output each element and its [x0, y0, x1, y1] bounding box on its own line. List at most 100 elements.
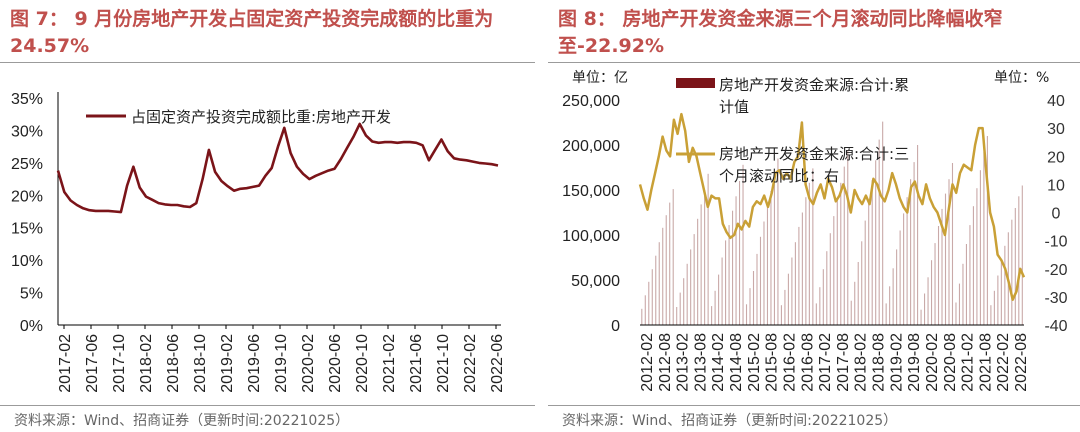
right-legend-bar-label-line2: 计值	[719, 98, 749, 116]
bar	[644, 295, 646, 325]
left-chart-panel: 图 7： 9 月份房地产开发占固定资产投资完成额的比重为 24.57% 0% 5%…	[0, 0, 535, 432]
right-right-y-tick-label: -20	[1044, 262, 1067, 279]
bar	[745, 304, 748, 325]
bar	[990, 305, 992, 325]
bar	[843, 166, 845, 325]
bar	[658, 242, 660, 325]
bar	[766, 207, 769, 325]
left-y-tick-label: 10%	[11, 253, 43, 270]
bar	[972, 206, 974, 325]
right-x-tick-label: 2013-08	[692, 333, 709, 392]
bar	[770, 190, 772, 325]
left-y-tick-label: 0%	[20, 318, 43, 335]
left-x-tick-label: 2020-06	[327, 334, 344, 393]
bar	[805, 197, 807, 325]
bar	[669, 202, 671, 325]
left-chart-svg: 0% 5% 10% 15% 20% 25% 30% 35% 2017-02 2017-06 201…	[11, 91, 506, 393]
right-x-tick-label: 2022-02	[995, 333, 1012, 392]
left-x-tick-label: 2017-06	[84, 334, 101, 393]
bar	[927, 277, 929, 325]
bar	[679, 292, 681, 325]
bar	[718, 274, 720, 325]
right-right-y-tick-label: 0	[1052, 206, 1061, 223]
right-x-tick-label: 2018-08	[871, 333, 888, 392]
left-x-tick-label: 2017-02	[57, 334, 74, 393]
bar	[951, 163, 954, 325]
bar	[693, 234, 695, 325]
bar	[676, 307, 678, 325]
right-right-y-tick-label: -30	[1044, 290, 1067, 307]
right-left-y-tick-label: 200,000	[562, 138, 620, 155]
bar	[1011, 219, 1013, 325]
bar	[937, 226, 940, 325]
left-series-line	[56, 122, 499, 214]
left-x-tick-label: 2019-10	[273, 334, 290, 393]
left-y-tick-label: 5%	[20, 286, 43, 303]
left-x-tick-label: 2018-06	[165, 334, 182, 393]
bar	[983, 152, 985, 325]
bar	[707, 173, 709, 325]
bar	[917, 145, 919, 325]
bar	[756, 253, 758, 325]
right-bottom-rule	[548, 405, 1080, 406]
bar	[791, 257, 793, 325]
bar	[997, 275, 999, 325]
bar	[773, 175, 775, 325]
bar	[819, 287, 821, 325]
left-x-tick-label: 2021-10	[435, 334, 452, 393]
bar	[861, 241, 863, 325]
bar	[777, 158, 779, 325]
bar	[871, 180, 873, 325]
bar	[651, 269, 653, 325]
right-legend-bar-swatch	[676, 78, 715, 88]
bar	[889, 286, 891, 325]
right-legend-line-label-line2: 个月滚动同比：右	[719, 167, 839, 185]
right-x-tick-label: 2015-02	[746, 333, 763, 392]
right-right-y-tick-label: 10	[1047, 177, 1065, 194]
bar	[924, 293, 926, 325]
bar	[930, 260, 933, 325]
bar	[787, 273, 789, 325]
left-x-tick-label: 2017-10	[111, 334, 128, 393]
right-x-tick-label: 2021-08	[977, 333, 994, 392]
left-x-tick-label: 2019-02	[219, 334, 236, 393]
left-y-tick-label: 15%	[11, 221, 43, 238]
bar	[742, 164, 744, 325]
bar	[885, 303, 887, 325]
bar	[829, 233, 831, 325]
bar	[784, 289, 786, 325]
right-x-tick-label: 2022-08	[1013, 333, 1030, 392]
bar	[840, 182, 842, 325]
bar	[920, 309, 922, 325]
right-yoy-line	[638, 112, 1026, 301]
bar	[913, 162, 915, 325]
bar	[808, 182, 810, 325]
bar	[979, 170, 981, 325]
right-x-tick-label: 2013-02	[675, 333, 692, 392]
bar	[759, 236, 762, 325]
left-x-tick-label: 2020-02	[300, 334, 317, 393]
right-left-y-tick-label: 0	[611, 318, 620, 335]
bar	[944, 193, 947, 325]
bar	[711, 306, 713, 325]
bar	[833, 216, 835, 325]
bar	[672, 189, 674, 325]
bar	[864, 220, 866, 325]
left-x-tick-label: 2022-06	[489, 334, 506, 393]
right-left-y-tick-label: 50,000	[571, 273, 620, 290]
left-x-tick-label: 2022-02	[462, 334, 479, 393]
right-x-tick-label: 2014-02	[710, 333, 727, 392]
right-x-tick-label: 2012-08	[657, 333, 674, 392]
bar	[948, 179, 950, 325]
bar	[655, 255, 657, 325]
bar	[662, 227, 664, 325]
bar	[850, 300, 852, 325]
bar	[1004, 245, 1006, 325]
bar	[822, 269, 824, 325]
bar	[958, 283, 961, 325]
bar	[794, 242, 796, 325]
bar	[882, 121, 884, 325]
bar	[847, 150, 849, 325]
bar	[1018, 196, 1020, 325]
right-x-tick-label: 2017-02	[817, 333, 834, 392]
